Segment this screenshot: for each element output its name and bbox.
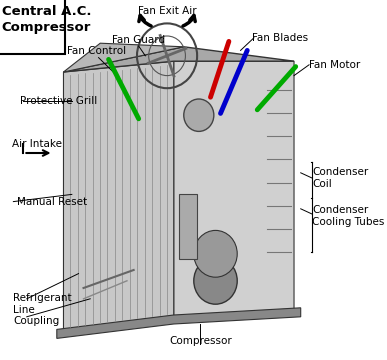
Text: Refrigerant
Line
Coupling: Refrigerant Line Coupling (14, 293, 72, 326)
Circle shape (194, 257, 237, 304)
Circle shape (194, 230, 237, 277)
Polygon shape (63, 43, 184, 72)
Polygon shape (57, 308, 301, 338)
FancyBboxPatch shape (0, 0, 65, 54)
Polygon shape (174, 61, 294, 317)
Text: Fan Blades: Fan Blades (252, 33, 308, 43)
Text: Condenser
Coil: Condenser Coil (312, 167, 369, 189)
Text: Central A.C.
Compressor: Central A.C. Compressor (2, 5, 91, 35)
Text: Fan Guard: Fan Guard (112, 35, 165, 45)
Polygon shape (63, 47, 294, 72)
Text: Manual Reset: Manual Reset (17, 197, 87, 207)
Text: Compressor: Compressor (169, 336, 232, 346)
Circle shape (184, 99, 214, 131)
Text: Condenser
Cooling Tubes: Condenser Cooling Tubes (312, 205, 385, 227)
Bar (179, 194, 197, 259)
Text: Fan Control: Fan Control (67, 46, 127, 56)
Text: Protective Grill: Protective Grill (20, 96, 97, 106)
Text: Air Intake: Air Intake (12, 139, 62, 149)
Text: Fan Exit Air: Fan Exit Air (138, 6, 196, 16)
Text: Fan Motor: Fan Motor (309, 60, 360, 70)
Polygon shape (63, 61, 174, 331)
